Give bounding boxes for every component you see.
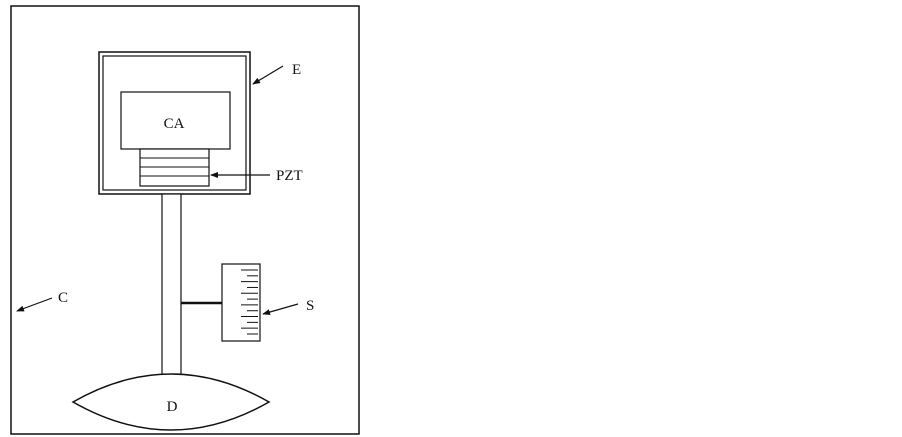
e-leader-arrow [252,65,284,85]
container-c-outline [10,5,360,435]
ca-label: CA [164,116,185,132]
pzt-stack [139,148,210,187]
support-rod [161,193,182,378]
s-label: S [306,298,314,314]
ca-block [120,91,231,150]
enclosure-e-inner-frame [102,55,247,191]
scale-ticks [241,269,258,335]
c-leader-arrow [16,297,53,312]
d-label: D [167,399,178,415]
pzt-label: PZT [276,168,303,184]
e-label: E [292,62,301,78]
lens-d [71,373,271,431]
c-label: C [58,290,68,306]
s-leader-arrow [262,303,299,315]
